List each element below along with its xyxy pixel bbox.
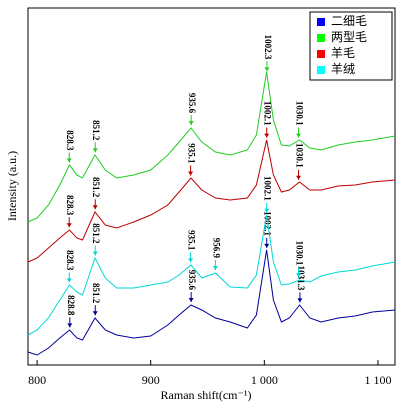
y-axis-label: Intensity (a.u.)	[5, 151, 19, 221]
peak-label: 1002.1	[263, 101, 273, 126]
peak-label: 851.2	[91, 120, 101, 141]
peak-arrow-head	[264, 133, 270, 138]
series-line	[27, 71, 396, 223]
peak-arrow-head	[92, 311, 98, 316]
peak-arrow-head	[188, 298, 194, 303]
plot-frame	[27, 7, 396, 366]
peak-arrow-head	[92, 205, 98, 210]
series-line	[27, 249, 396, 356]
peak-label: 851.2	[91, 223, 101, 244]
peak-arrow-head	[66, 223, 72, 228]
peak-arrow-head	[66, 158, 72, 163]
legend-swatch	[317, 18, 325, 26]
peak-arrow-head	[188, 171, 194, 176]
peak-arrow-head	[212, 266, 218, 271]
peak-label: 1002.3	[263, 35, 273, 60]
legend-label: 二细毛	[331, 14, 367, 28]
peak-label: 935.1	[187, 143, 197, 164]
peak-label: 1031.3	[296, 266, 306, 291]
x-tick-label: 900	[142, 373, 160, 387]
peak-arrow-head	[264, 208, 270, 213]
peak-arrow-head	[66, 278, 72, 283]
peak-label: 935.6	[187, 270, 197, 291]
x-tick-label: 800	[28, 373, 46, 387]
peak-arrow-head	[92, 148, 98, 153]
peak-arrow-head	[188, 121, 194, 126]
peak-label: 956.9	[211, 238, 221, 259]
peak-arrow-head	[296, 133, 302, 138]
peak-arrow-head	[296, 273, 302, 278]
peak-arrow-head	[92, 251, 98, 256]
peak-arrow-head	[188, 258, 194, 263]
peak-arrow-head	[264, 67, 270, 72]
series-line	[27, 214, 396, 336]
series-line	[27, 139, 396, 263]
peak-label: 1030.1	[294, 241, 304, 266]
peak-label: 851.2	[91, 283, 101, 304]
legend-swatch	[317, 50, 325, 58]
peak-arrow-head	[264, 243, 270, 248]
legend-swatch	[317, 34, 325, 42]
peak-label: 1002.1	[263, 176, 273, 201]
peak-label: 1030.1	[294, 101, 304, 126]
peak-arrow-head	[67, 323, 73, 328]
peak-label: 1030.1	[294, 143, 304, 168]
peak-label: 935.6	[187, 93, 197, 114]
x-tick-label: 1 000	[251, 373, 278, 387]
legend-label: 羊绒	[331, 61, 355, 76]
peak-arrow-head	[296, 175, 302, 180]
peak-label: 828.8	[66, 295, 76, 316]
legend-label: 两型毛	[331, 30, 367, 44]
peak-label: 828.3	[65, 195, 75, 216]
peak-label: 935.1	[187, 230, 197, 251]
peak-arrow-head	[297, 298, 303, 303]
peak-label: 828.3	[65, 250, 75, 271]
legend-label: 羊毛	[331, 45, 355, 60]
legend-swatch	[317, 66, 325, 74]
x-axis-label: Raman shift(cm⁻¹)	[161, 388, 252, 402]
x-tick-label: 1 100	[364, 373, 391, 387]
peak-label: 851.2	[91, 177, 101, 198]
peak-label: 828.3	[65, 130, 75, 151]
